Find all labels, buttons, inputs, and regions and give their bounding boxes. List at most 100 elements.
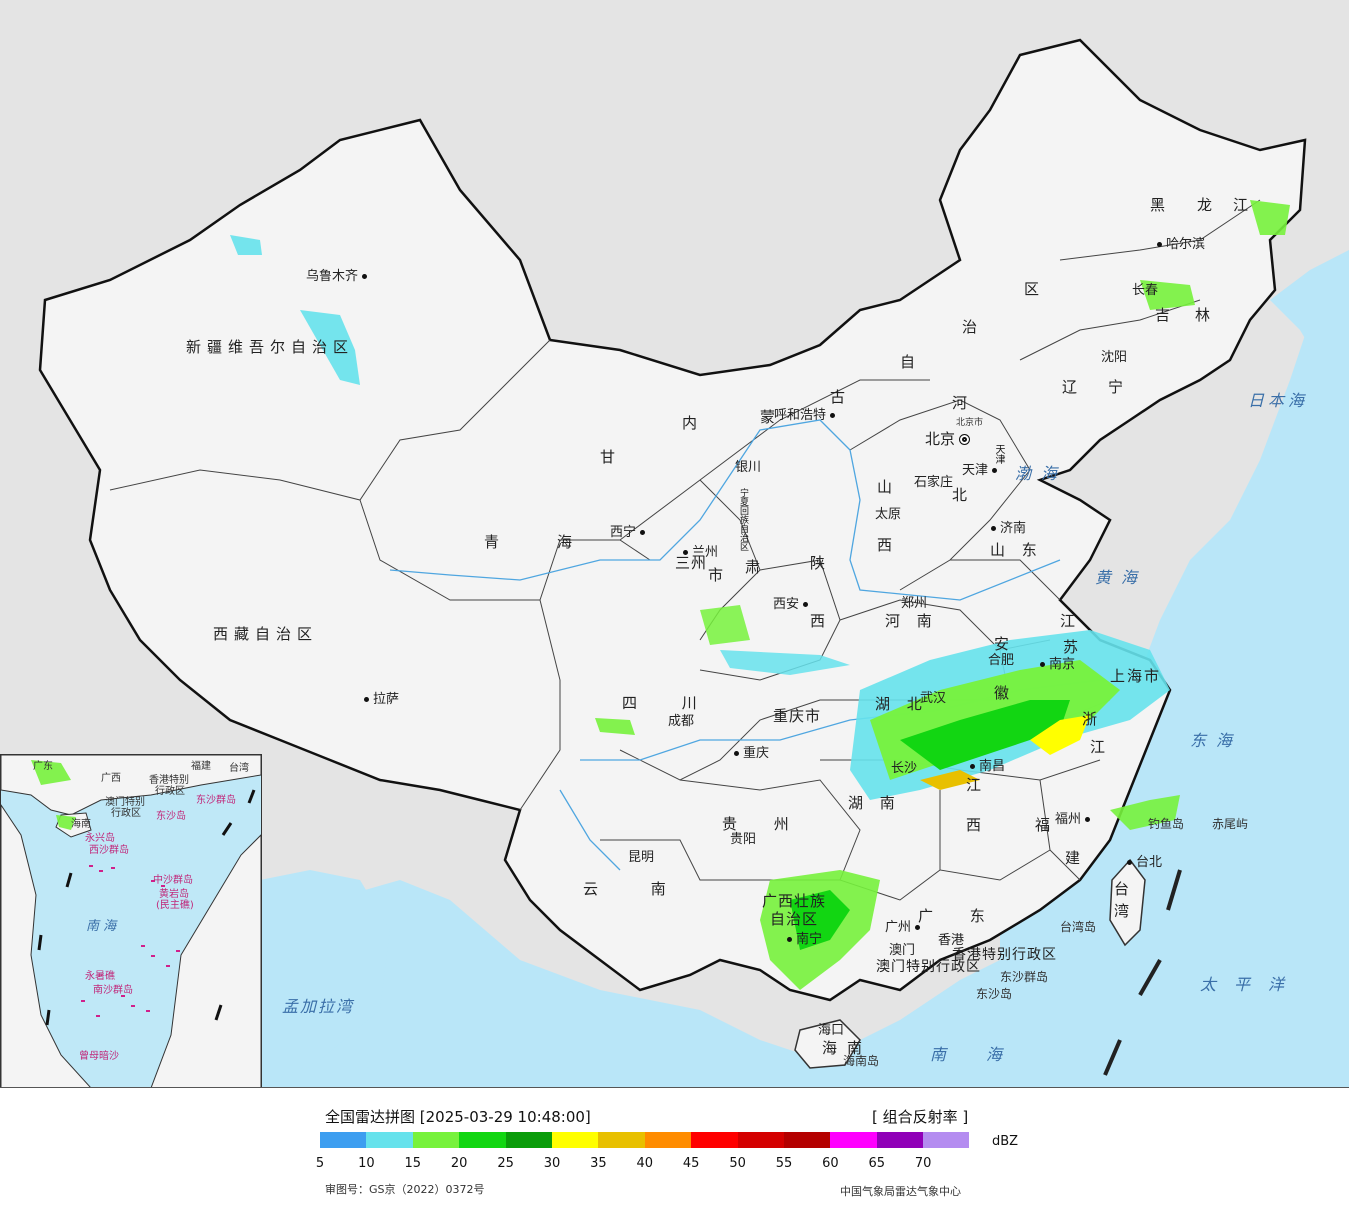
legend-panel: 全国雷达拼图 [2025-03-29 10:48:00] [ 组合反射率 ] d… — [0, 1088, 1349, 1208]
data-source: 中国气象局雷达气象中心 — [840, 1185, 961, 1198]
province-jilin-1: 吉 — [1155, 306, 1177, 324]
province-shaanxi-1: 陕 — [810, 554, 832, 572]
inset-hainan: 海南 — [71, 819, 91, 830]
inset-macau2: 行政区 — [111, 808, 141, 819]
inset-taiwan: 台湾 — [229, 763, 249, 774]
color-swatch — [737, 1132, 784, 1148]
city-kunming[interactable]: 昆明 — [628, 850, 655, 865]
city-urumqi[interactable]: 乌鲁木齐 — [306, 270, 368, 283]
inset-macau: 澳门特别 — [105, 797, 145, 808]
color-swatch — [783, 1132, 831, 1148]
province-taiwan-2: 湾 — [1114, 902, 1136, 920]
province-hlj-2: 龙 — [1197, 196, 1219, 214]
inset-hk: 香港特别 — [149, 775, 189, 786]
inset-yongxing: 永兴岛 — [85, 833, 115, 844]
taiwan-island — [1109, 858, 1146, 947]
city-tianjin[interactable]: 天津 — [962, 464, 998, 477]
city-xining[interactable]: 西宁 — [610, 526, 646, 539]
inset-zhongsha: 中沙群岛 — [153, 875, 193, 886]
color-swatch — [505, 1132, 552, 1148]
city-zhengzhou[interactable]: 郑州 — [901, 596, 928, 611]
city-nanning[interactable]: 南宁 — [787, 933, 822, 946]
province-guangdong: 广 东 — [918, 907, 1001, 925]
inset-nanhai: 南 海 — [86, 919, 117, 934]
radar-map[interactable]: 新疆维吾尔自治区 西藏自治区 青 海 甘 肃 内 蒙 古 自 治 区 黑 龙 江… — [0, 0, 1349, 1088]
sea-nanhai: 南海 — [930, 1045, 1043, 1064]
province-shaanxi-2: 西 — [810, 612, 832, 630]
province-jiangxi-2: 西 — [966, 816, 988, 834]
city-wuhan[interactable]: 武汉 — [920, 691, 947, 706]
province-shandong: 山 东 — [990, 541, 1043, 559]
color-swatch — [412, 1132, 460, 1148]
scale-tick-label: 15 — [404, 1156, 422, 1171]
city-nanchang[interactable]: 南昌 — [970, 760, 1005, 773]
city-lhasa[interactable]: 拉萨 — [364, 693, 399, 706]
province-nmg-2: 蒙 — [760, 408, 782, 426]
city-guangzhou[interactable]: 广州 — [885, 921, 921, 934]
radar-echoes — [230, 200, 1290, 990]
province-chongqing: 重庆市 — [773, 707, 822, 725]
province-xinjiang: 新疆维吾尔自治区 — [186, 338, 355, 356]
city-beijing[interactable]: 北京 — [925, 432, 971, 447]
province-gansu-2: 肃 — [745, 558, 767, 576]
province-jiangsu-1: 江 — [1060, 612, 1082, 630]
province-qinghai-1: 青 — [484, 533, 506, 551]
city-xian[interactable]: 西安 — [773, 598, 809, 611]
city-shijiazhuang[interactable]: 石家庄 — [914, 475, 954, 490]
city-chongqing-city[interactable]: 重庆 — [734, 747, 769, 760]
map-canvas — [38, 38, 1349, 1087]
city-yinchuan[interactable]: 银川 — [735, 460, 762, 475]
province-nmg-3: 古 — [830, 388, 852, 406]
province-hlj-3: 江 — [1233, 196, 1255, 214]
inset-xisha: 西沙群岛 — [89, 845, 129, 856]
city-jinan[interactable]: 济南 — [991, 522, 1026, 535]
city-lanzhou[interactable]: 兰州 — [683, 546, 718, 559]
city-haikou[interactable]: 海口 — [818, 1023, 845, 1038]
province-qinghai-2: 海 — [557, 533, 579, 551]
city-changsha[interactable]: 长沙 — [891, 761, 918, 776]
color-swatch — [459, 1132, 506, 1148]
city-hongkong[interactable]: 香港 — [938, 933, 965, 948]
province-gansu-shi: 市 — [708, 566, 730, 584]
inset-zengmu: 曾母暗沙 — [79, 1051, 119, 1062]
city-taiyuan[interactable]: 太原 — [875, 507, 902, 522]
province-jiangsu-2: 苏 — [1063, 638, 1085, 656]
city-hohhot[interactable]: 呼和浩特 — [774, 409, 836, 422]
city-fuzhou[interactable]: 福州 — [1055, 813, 1091, 826]
inset-canvas — [1, 755, 261, 1087]
color-swatch — [644, 1132, 692, 1148]
city-nanjing[interactable]: 南京 — [1040, 658, 1075, 671]
city-taibei[interactable]: 台北 — [1127, 856, 1162, 869]
island-hainandao: 海南岛 — [843, 1054, 880, 1068]
island-chiweiyu: 赤尾屿 — [1212, 817, 1249, 831]
island-dongshadao: 东沙岛 — [976, 987, 1013, 1001]
province-zhejiang-1: 浙 — [1082, 710, 1104, 728]
scale-tick-label: 5 — [315, 1156, 325, 1171]
city-macau[interactable]: 澳门 — [889, 943, 916, 958]
legend-unit: dBZ — [992, 1134, 1019, 1149]
color-swatch — [320, 1132, 367, 1148]
province-gansu-1: 甘 — [600, 448, 622, 466]
scale-tick-label: 10 — [358, 1156, 375, 1171]
city-hefei[interactable]: 合肥 — [988, 653, 1015, 668]
province-guizhou: 贵 州 — [722, 815, 805, 833]
province-hunan: 湖 南 — [848, 794, 901, 812]
scale-tick-label: 35 — [590, 1156, 607, 1171]
color-swatch — [598, 1132, 645, 1148]
province-anhui-2: 徽 — [994, 684, 1016, 702]
legend-title: 全国雷达拼图 [2025-03-29 10:48:00] — [325, 1108, 591, 1126]
sea-ribenhai: 日本海 — [1248, 391, 1309, 410]
city-shenyang[interactable]: 沈阳 — [1101, 350, 1128, 365]
city-changchun[interactable]: 长春 — [1132, 283, 1159, 298]
inset-yongshu: 永暑礁 — [85, 971, 115, 982]
city-chengdu[interactable]: 成都 — [668, 714, 695, 729]
color-swatch — [366, 1132, 413, 1148]
province-yunnan: 云 南 — [583, 880, 690, 898]
island-dongshaqundao: 东沙群岛 — [1000, 970, 1049, 984]
color-swatch — [876, 1132, 924, 1148]
city-guiyang[interactable]: 贵阳 — [730, 832, 757, 847]
city-harbin[interactable]: 哈尔滨 — [1157, 238, 1205, 251]
province-jiangxi-1: 江 — [966, 776, 988, 794]
province-liaoning-2: 宁 — [1108, 378, 1130, 396]
scale-tick-label: 20 — [450, 1156, 468, 1171]
